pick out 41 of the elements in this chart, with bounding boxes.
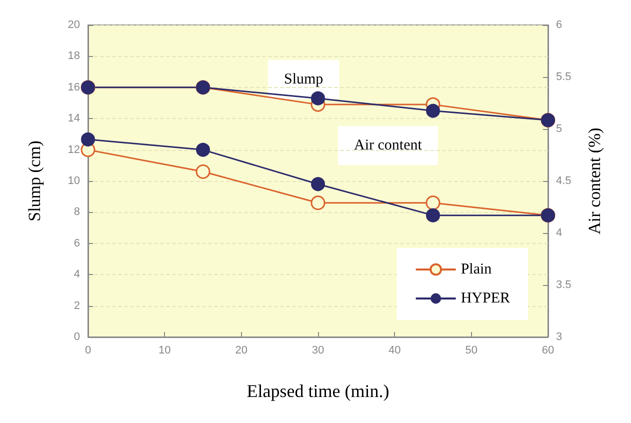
x-axis-title: Elapsed time (min.): [246, 381, 390, 401]
x-tick-label: 0: [84, 344, 92, 356]
y2-tick-label: 3.5: [556, 279, 572, 291]
y2-tick-label: 3: [556, 331, 562, 343]
y-tick-label: 14: [68, 112, 80, 125]
y-tick-label: 4: [74, 268, 80, 281]
y-tick-label: 2: [74, 300, 80, 312]
legend-label: HYPER: [460, 290, 510, 306]
y-tick-label: 12: [68, 144, 80, 156]
y-tick-label: 16: [68, 81, 80, 94]
point: [310, 196, 326, 210]
point: [426, 104, 440, 118]
x-tick-label: 20: [235, 344, 248, 356]
x-tick-label: 60: [542, 344, 554, 356]
point: [311, 91, 325, 106]
point: [81, 132, 95, 146]
y-axis-title: Slump (cm): [25, 140, 44, 222]
y-tick-label: 20: [68, 19, 80, 31]
y-tick-label: 6: [74, 237, 80, 250]
point: [196, 164, 210, 179]
y2-tick-label: 6: [556, 19, 562, 31]
y-tick-label: 0: [74, 331, 80, 343]
y2-tick-label: 5.5: [556, 71, 572, 83]
annotation: Slump: [284, 72, 324, 88]
point: [426, 208, 440, 222]
y2-tick-label: 5: [556, 123, 562, 135]
y2-axis-title: Air content (%): [585, 128, 604, 234]
point: [311, 177, 325, 192]
x-tick-label: 40: [388, 344, 401, 356]
y2-tick-label: 4: [556, 227, 562, 239]
annotation: Air content: [354, 138, 423, 154]
point: [426, 196, 440, 210]
y2-tick-label: 4.5: [556, 175, 572, 187]
x-tick-label: 30: [312, 344, 324, 356]
y-tick-label: 18: [68, 50, 80, 62]
legend-label: Plain: [460, 262, 492, 278]
y-tick-label: 10: [68, 175, 80, 187]
point: [196, 142, 210, 157]
x-tick-label: 10: [158, 344, 171, 356]
x-tick-label: 50: [465, 344, 478, 356]
y-tick-label: 8: [74, 206, 80, 218]
